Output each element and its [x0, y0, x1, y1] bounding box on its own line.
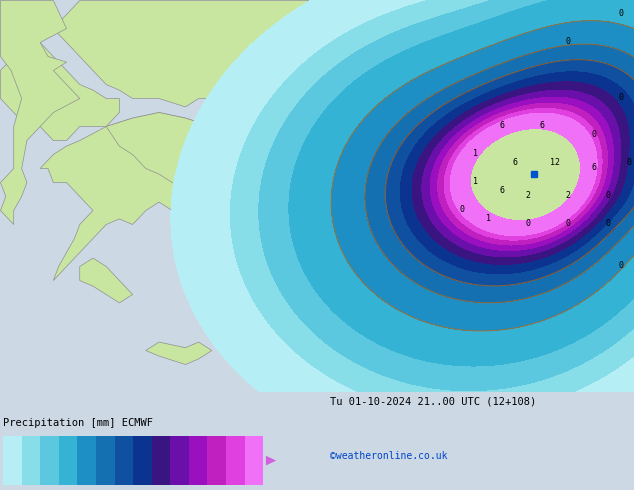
Bar — [77, 436, 96, 485]
Bar — [133, 436, 152, 485]
Bar — [207, 436, 226, 485]
Text: 0: 0 — [618, 262, 623, 270]
Bar — [245, 436, 263, 485]
Text: 6: 6 — [513, 158, 517, 167]
Text: 0: 0 — [460, 205, 465, 215]
Bar — [189, 436, 207, 485]
Text: 0: 0 — [592, 130, 597, 139]
Text: 0: 0 — [566, 38, 571, 47]
Text: 6: 6 — [592, 164, 597, 172]
Bar — [226, 436, 245, 485]
Bar — [171, 436, 189, 485]
Bar — [96, 436, 115, 485]
Text: 1: 1 — [486, 214, 491, 223]
Text: 6: 6 — [500, 122, 505, 130]
Text: 0: 0 — [566, 220, 571, 228]
Bar — [59, 436, 77, 485]
Text: 0: 0 — [526, 220, 531, 228]
Text: 0: 0 — [605, 220, 610, 228]
Text: 2: 2 — [566, 192, 571, 200]
Bar — [41, 436, 59, 485]
Text: 6: 6 — [500, 186, 505, 195]
Text: 1: 1 — [473, 149, 478, 158]
Text: Tu 01-10-2024 21..00 UTC (12+108): Tu 01-10-2024 21..00 UTC (12+108) — [330, 397, 536, 407]
Bar — [152, 436, 171, 485]
Text: 12: 12 — [550, 158, 560, 167]
Text: ©weatheronline.co.uk: ©weatheronline.co.uk — [330, 451, 447, 461]
Text: 0: 0 — [618, 94, 623, 102]
Bar — [22, 436, 41, 485]
Bar — [115, 436, 133, 485]
Text: Precipitation [mm] ECMWF: Precipitation [mm] ECMWF — [3, 418, 153, 428]
Text: 6: 6 — [539, 122, 544, 130]
Text: 0: 0 — [626, 158, 631, 167]
Text: 0: 0 — [605, 192, 610, 200]
Text: 0: 0 — [618, 9, 623, 19]
Text: 2: 2 — [526, 192, 531, 200]
Text: 1: 1 — [473, 177, 478, 187]
Bar — [3, 436, 22, 485]
